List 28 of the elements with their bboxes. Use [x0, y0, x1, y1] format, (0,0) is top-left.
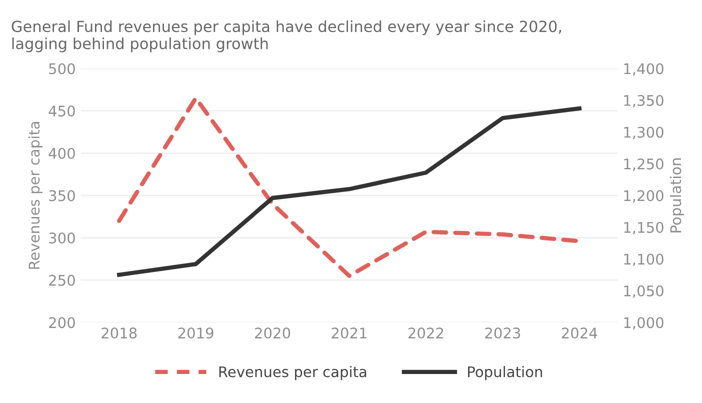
- y-tick-label: 500: [49, 63, 75, 74]
- y-tick-label: 400: [48, 148, 75, 159]
- y2-tick-label: 1,250: [624, 158, 664, 171]
- y2-tick-label: 1,000: [624, 317, 664, 330]
- y2-tick-label: 1,200: [624, 190, 664, 203]
- y2-tick-label: 1,150: [624, 222, 664, 234]
- y-tick-label: 450: [48, 106, 75, 117]
- x-tick-label: 2020: [255, 328, 290, 339]
- x-tick-label: 2023: [485, 328, 520, 339]
- y2-tick-label: 1,300: [624, 126, 664, 140]
- chart-title: General Fund revenues per capita have declined every year since 2020, lagging behind population growth: [12, 20, 562, 52]
- x-tick-label: 2018: [102, 328, 137, 339]
- legend-label: Population: [468, 366, 542, 380]
- y2-axis-title: Population: [670, 158, 684, 232]
- y-tick-label: 300: [49, 232, 75, 244]
- y2-tick-label: 1,100: [624, 254, 664, 266]
- y2-tick-label: 1,350: [624, 94, 664, 108]
- y-tick-label: 250: [49, 274, 75, 286]
- x-tick-label: 2024: [562, 328, 598, 339]
- y2-tick-label: 1,400: [624, 63, 664, 76]
- y-tick-label: 350: [49, 190, 75, 202]
- x-tick-label: 2022: [408, 328, 444, 339]
- y-tick-label: 200: [49, 317, 75, 328]
- legend-label: Revenues per capita: [219, 366, 366, 380]
- y2-tick-label: 1,050: [624, 285, 664, 298]
- y-axis-title: Revenues per capita: [28, 122, 42, 269]
- x-tick-label: 2019: [178, 328, 214, 339]
- x-tick-label: 2021: [332, 328, 366, 339]
